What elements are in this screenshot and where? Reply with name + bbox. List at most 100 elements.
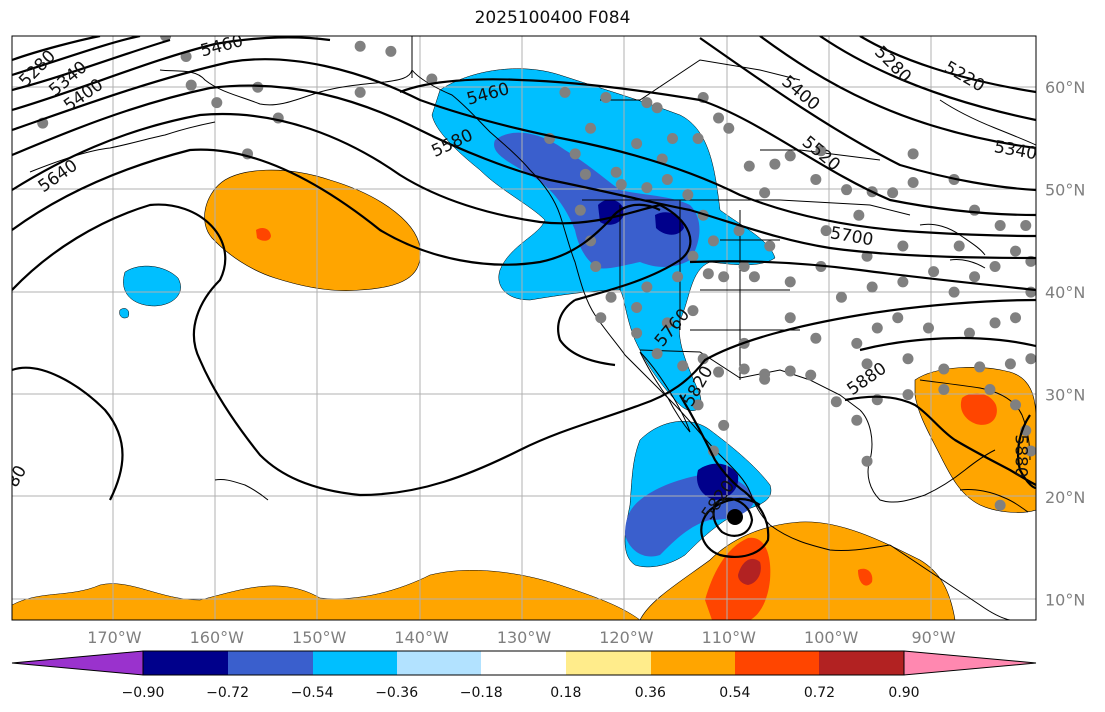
colorbar-tick-label: 0.72 bbox=[804, 685, 835, 701]
coast-gulf-mexico bbox=[859, 409, 996, 503]
station-dot bbox=[252, 81, 264, 93]
orange-blob-gulf bbox=[914, 367, 1036, 513]
lon-tick-label: 130°W bbox=[497, 628, 552, 647]
contour-5220 bbox=[859, 36, 1036, 94]
us-west-states bbox=[619, 200, 800, 380]
station-dot bbox=[994, 499, 1006, 511]
station-dot bbox=[585, 122, 597, 134]
lon-tick-label: 110°W bbox=[702, 628, 757, 647]
station-dot bbox=[559, 86, 571, 98]
hudson-bay-coast bbox=[939, 99, 1036, 146]
canada-us-border bbox=[582, 199, 911, 216]
colorbar-seg-orange bbox=[651, 651, 735, 675]
orangered-spot-gulf bbox=[960, 393, 997, 425]
coast-alaska-south bbox=[159, 69, 413, 106]
station-dot bbox=[784, 312, 796, 324]
contour-label: 5880 bbox=[1011, 434, 1031, 477]
station-dot bbox=[713, 366, 725, 378]
station-dot bbox=[743, 160, 755, 172]
station-dot bbox=[1010, 399, 1022, 411]
station-dot bbox=[892, 312, 904, 324]
navy-core-north2 bbox=[655, 212, 684, 235]
station-dot bbox=[692, 132, 704, 144]
station-dot bbox=[687, 250, 699, 262]
colorbar-frame bbox=[142, 650, 905, 676]
gridlines bbox=[12, 36, 1036, 620]
station-dot bbox=[661, 317, 673, 329]
station-dot bbox=[718, 419, 730, 431]
station-dot bbox=[713, 112, 725, 124]
station-dot bbox=[738, 363, 750, 375]
contour-5640 bbox=[12, 113, 692, 367]
colorbar-seg-blue bbox=[228, 651, 313, 675]
station-dot bbox=[887, 187, 899, 199]
station-dot bbox=[830, 396, 842, 408]
deepsky-blob-pacific-small bbox=[119, 308, 129, 319]
station-dot bbox=[907, 148, 919, 160]
station-dot bbox=[641, 281, 653, 293]
colorbar-seg-orangered bbox=[735, 651, 819, 675]
station-dot bbox=[948, 286, 960, 298]
station-dot bbox=[871, 322, 883, 334]
station-dot bbox=[902, 389, 914, 401]
station-dot bbox=[861, 250, 873, 262]
lon-tick-label: 150°W bbox=[292, 628, 347, 647]
station-dot bbox=[989, 317, 1001, 329]
lon-tick-label: 90°W bbox=[912, 628, 956, 647]
station-dot bbox=[211, 97, 223, 109]
station-dot bbox=[354, 40, 366, 52]
station-dot bbox=[1020, 220, 1032, 232]
contour-5520 bbox=[12, 58, 1036, 238]
station-dot bbox=[682, 189, 694, 201]
station-dot bbox=[974, 361, 986, 373]
lat-tick-label: 10°N bbox=[1045, 591, 1085, 610]
station-dot bbox=[841, 184, 853, 196]
station-dot bbox=[764, 240, 776, 252]
lon-tick-label: 140°W bbox=[394, 628, 449, 647]
lon-tick-label: 170°W bbox=[87, 628, 142, 647]
colorbar-extend-right bbox=[903, 650, 1037, 676]
contour-inner-low bbox=[712, 497, 754, 537]
station-dot bbox=[354, 86, 366, 98]
coast-central-america bbox=[889, 544, 1011, 620]
station-dot bbox=[610, 166, 622, 178]
station-dot bbox=[385, 45, 397, 57]
station-dot bbox=[1025, 353, 1036, 365]
lon-tick-label: 100°W bbox=[804, 628, 859, 647]
contour-5820 bbox=[12, 336, 1036, 558]
station-dot bbox=[851, 414, 863, 426]
lon-tick-label: 120°W bbox=[599, 628, 654, 647]
contour-label: 5280 bbox=[870, 42, 915, 87]
station-dot bbox=[928, 266, 940, 278]
contour-label: 5640 bbox=[35, 156, 82, 197]
station-dot bbox=[853, 209, 865, 221]
station-dot bbox=[810, 173, 822, 185]
colorbar-labels: −0.90 −0.72 −0.54 −0.36 −0.18 0.18 0.36 0.54 0.7… bbox=[122, 685, 920, 701]
colorbar-extend-left bbox=[11, 650, 144, 676]
station-dot bbox=[631, 138, 643, 150]
coast-florida-east bbox=[919, 379, 1031, 461]
colorbar-seg-white bbox=[481, 651, 566, 675]
shading-negative bbox=[119, 68, 776, 568]
contour-label: 5220 bbox=[941, 58, 988, 97]
us-mexico-border bbox=[639, 349, 861, 411]
orangered-spot-mexico2 bbox=[858, 568, 873, 586]
colorbar: −0.90 −0.72 −0.54 −0.36 −0.18 0.18 0.36 0.54 0.7… bbox=[11, 650, 1037, 701]
map-title: 2025100400 F084 bbox=[474, 8, 631, 28]
station-dot bbox=[1004, 358, 1016, 370]
station-dot bbox=[641, 182, 653, 194]
station-dot bbox=[1010, 245, 1022, 257]
contour-5340 bbox=[12, 36, 1036, 150]
map-frame bbox=[11, 35, 1037, 621]
contour-5700 bbox=[12, 148, 1036, 292]
longitude-tick-labels: 170°W 160°W 150°W 140°W 130°W 120°W 110°W 100°W… bbox=[87, 628, 956, 647]
lat-tick-label: 50°N bbox=[1045, 181, 1085, 200]
blue-core-north bbox=[494, 132, 700, 269]
station-dot bbox=[759, 373, 771, 385]
contour-label: 80 bbox=[3, 462, 31, 491]
station-dot bbox=[1010, 312, 1022, 324]
station-dot bbox=[969, 271, 981, 283]
station-dot bbox=[600, 91, 612, 103]
station-dot bbox=[707, 235, 719, 247]
colorbar-tick-label: −0.72 bbox=[206, 685, 249, 701]
